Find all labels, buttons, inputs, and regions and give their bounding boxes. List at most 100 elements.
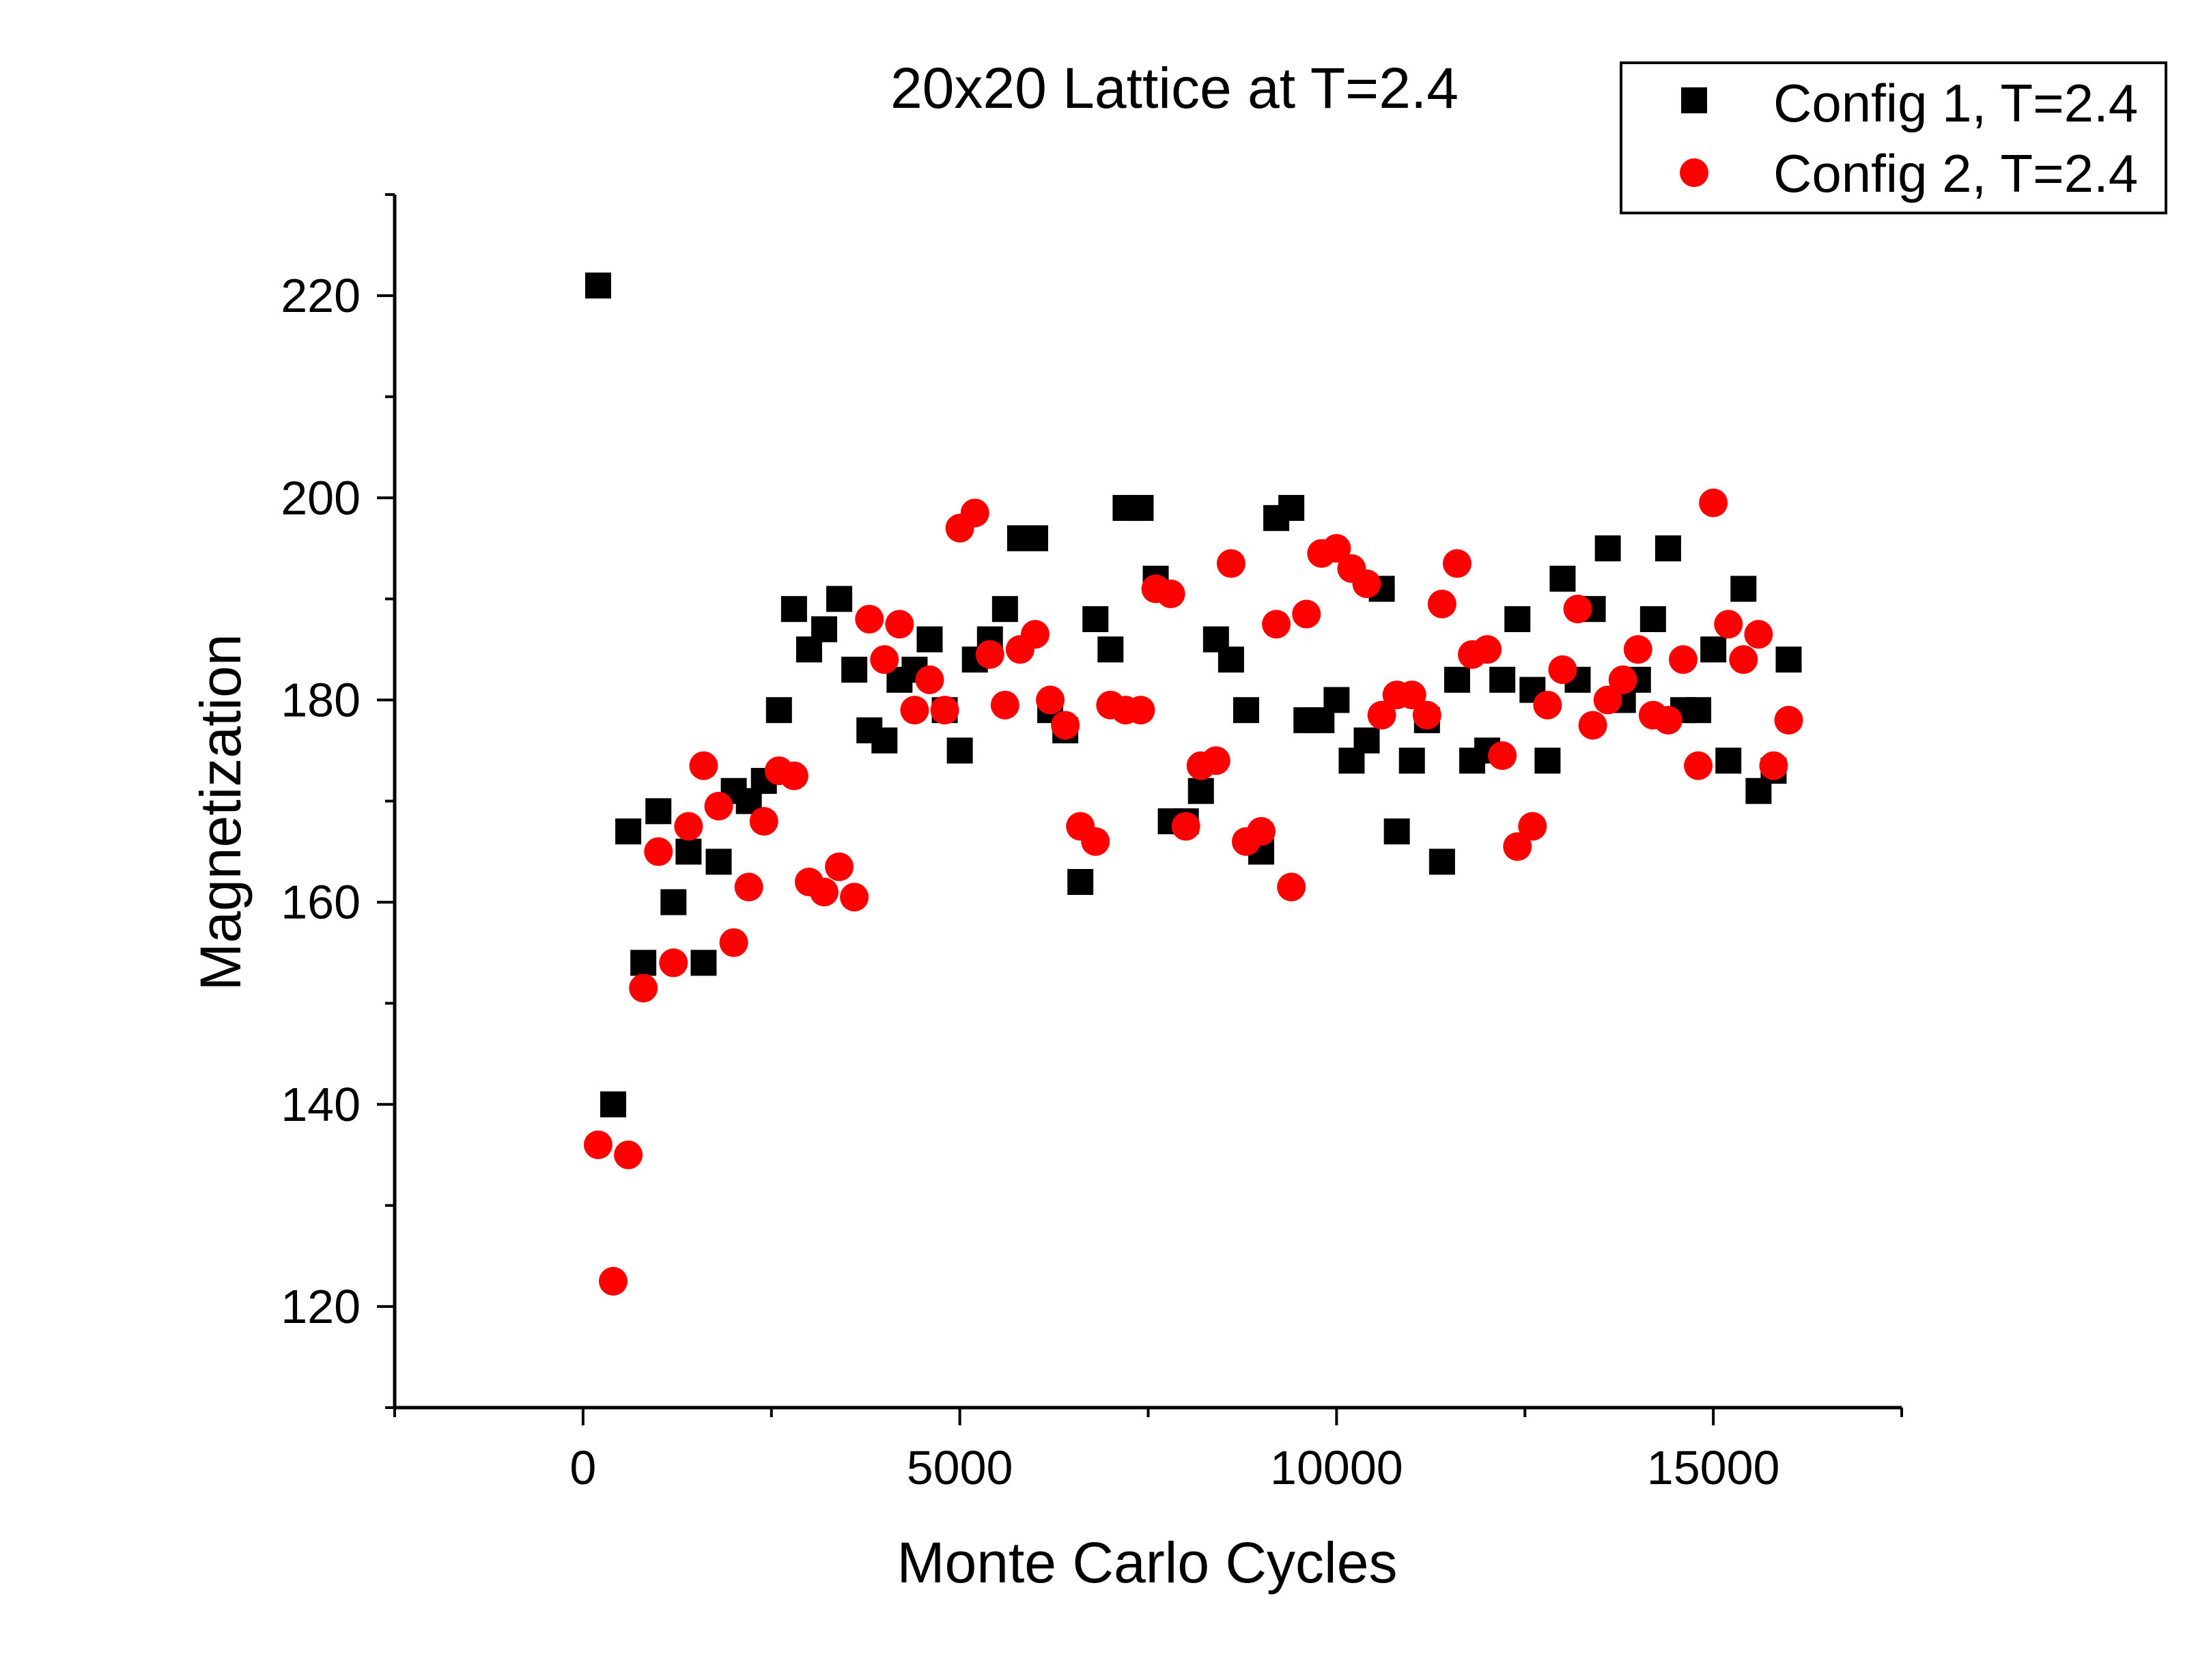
data-point-config-1 <box>916 626 943 653</box>
data-point-config-1 <box>1353 727 1380 754</box>
data-point-config-2 <box>825 852 854 881</box>
data-point-config-2 <box>1442 549 1472 578</box>
data-point-config-2 <box>1292 599 1321 629</box>
data-point-config-1 <box>811 616 837 642</box>
data-point-config-2 <box>599 1266 628 1296</box>
data-point-config-1 <box>1685 697 1712 724</box>
data-point-config-2 <box>734 872 763 902</box>
data-point-config-1 <box>1534 748 1561 774</box>
data-point-config-2 <box>840 883 869 912</box>
data-point-config-1 <box>841 656 868 683</box>
data-point-config-2 <box>1684 751 1713 780</box>
data-point-config-1 <box>1127 495 1154 522</box>
data-point-config-1 <box>1730 575 1757 602</box>
data-point-config-1 <box>765 697 792 724</box>
data-point-config-2 <box>900 696 929 725</box>
data-point-config-1 <box>585 272 611 299</box>
data-point-config-1 <box>991 596 1018 623</box>
x-axis-ticks: 0 5000 10000 15000 <box>393 1408 1903 1494</box>
data-point-config-1 <box>946 737 973 764</box>
data-point-config-2 <box>809 877 839 907</box>
data-point-config-2 <box>1744 620 1773 649</box>
data-point-config-2 <box>1020 620 1050 649</box>
data-point-config-2 <box>1081 827 1110 856</box>
data-point-config-2 <box>885 610 914 639</box>
data-point-config-1 <box>615 818 642 844</box>
data-point-config-1 <box>1504 606 1531 632</box>
legend-label-config-1: Config 1, T=2.4 <box>1773 73 2138 133</box>
data-point-config-2 <box>1729 645 1758 674</box>
plot-area: 0 5000 10000 15000 120 140 160 180 200 220 <box>281 193 1903 1494</box>
data-point-config-2 <box>855 604 884 633</box>
data-point-config-1 <box>1700 636 1727 663</box>
data-point-config-2 <box>1216 549 1245 578</box>
data-point-config-1 <box>600 1091 627 1117</box>
data-point-config-1 <box>1655 535 1681 562</box>
data-point-config-2 <box>1322 534 1351 563</box>
data-point-config-2 <box>1427 589 1456 618</box>
data-point-config-2 <box>1051 711 1080 740</box>
data-point-config-2 <box>1759 751 1788 780</box>
y-tick-label: 220 <box>281 269 361 322</box>
y-tick-label: 160 <box>281 876 361 929</box>
data-point-config-2 <box>1247 816 1276 846</box>
series-layer <box>583 272 1803 1296</box>
data-point-config-1 <box>1444 666 1470 693</box>
data-point-config-1 <box>1775 646 1802 673</box>
chart-title: 20x20 Lattice at T=2.4 <box>890 56 1459 120</box>
legend-marker-config-2 <box>1680 158 1708 187</box>
data-point-config-2 <box>1774 706 1803 735</box>
data-point-config-2 <box>719 928 748 957</box>
legend: Config 1, T=2.4 Config 2, T=2.4 <box>1620 61 2167 214</box>
data-point-config-2 <box>1171 812 1200 841</box>
data-point-config-1 <box>1428 849 1455 875</box>
data-point-config-1 <box>1187 778 1214 804</box>
data-point-config-2 <box>1367 700 1396 730</box>
data-point-config-1 <box>1233 697 1259 724</box>
data-point-config-1 <box>1097 636 1124 663</box>
data-point-config-2 <box>614 1140 643 1169</box>
data-point-config-2 <box>1668 645 1698 674</box>
data-point-config-1 <box>630 950 657 976</box>
data-point-config-1 <box>1323 687 1350 713</box>
data-point-config-1 <box>1082 606 1109 632</box>
data-point-config-1 <box>690 950 717 976</box>
data-point-config-1 <box>1489 666 1516 693</box>
data-point-config-1 <box>1217 646 1244 673</box>
data-point-config-2 <box>1548 655 1577 684</box>
data-point-config-2 <box>1503 832 1532 862</box>
y-axis-ticks: 120 140 160 180 200 220 <box>281 193 395 1409</box>
data-point-config-2 <box>1488 741 1517 770</box>
data-point-config-2 <box>975 640 1004 669</box>
data-point-config-1 <box>1022 525 1048 552</box>
data-point-config-1 <box>1278 495 1305 522</box>
data-point-config-2 <box>1608 665 1637 694</box>
data-point-config-1 <box>1549 565 1576 592</box>
x-axis-label: Monte Carlo Cycles <box>897 1530 1398 1595</box>
data-point-config-2 <box>915 665 944 694</box>
data-point-config-2 <box>1563 595 1592 624</box>
data-point-config-2 <box>1518 812 1547 841</box>
x-tick-label: 15000 <box>1647 1441 1780 1494</box>
data-point-config-1 <box>1383 818 1410 844</box>
data-point-config-2 <box>583 1130 613 1159</box>
x-tick-label: 5000 <box>907 1441 1013 1494</box>
data-point-config-1 <box>871 727 898 754</box>
x-tick-label: 0 <box>569 1441 596 1494</box>
data-point-config-2 <box>779 761 808 791</box>
data-point-config-2 <box>1156 579 1185 608</box>
data-point-config-2 <box>1623 635 1652 664</box>
data-point-config-1 <box>1594 535 1621 562</box>
y-axis-label: Magnetization <box>188 634 253 991</box>
data-point-config-1 <box>705 849 732 875</box>
data-point-config-2 <box>960 498 989 528</box>
data-point-config-2 <box>704 791 733 821</box>
data-point-config-2 <box>749 807 778 836</box>
data-point-config-2 <box>1578 711 1607 740</box>
data-point-config-1 <box>675 838 702 865</box>
data-point-config-2 <box>930 696 959 725</box>
data-point-config-2 <box>629 973 658 1003</box>
data-point-config-2 <box>689 751 718 780</box>
data-point-config-1 <box>645 798 672 825</box>
